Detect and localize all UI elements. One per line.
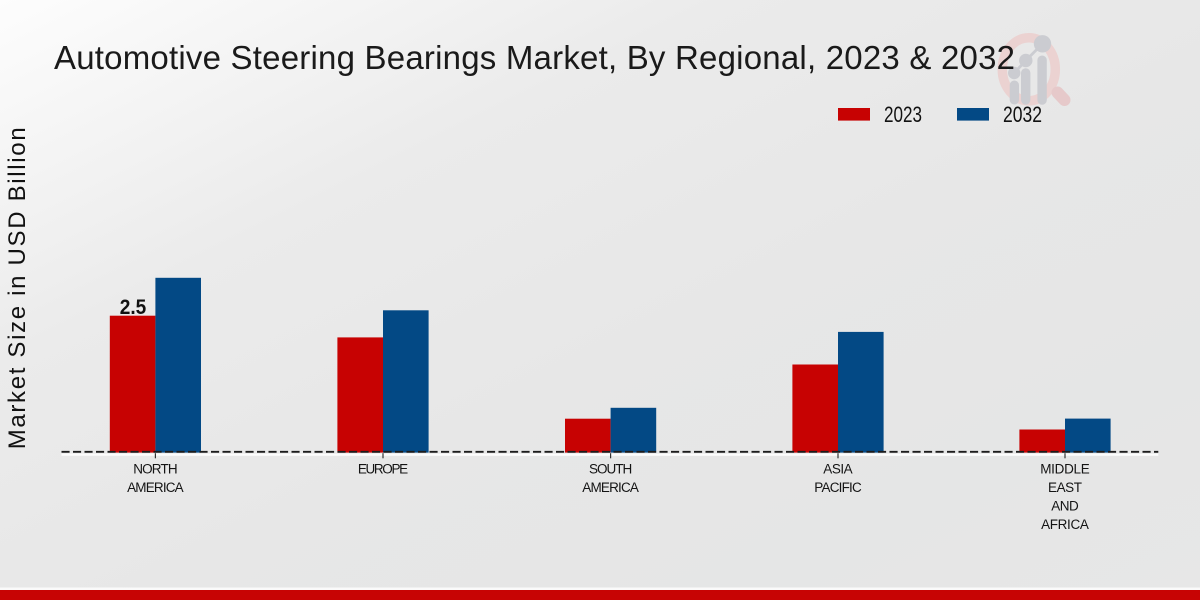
svg-text:2032: 2032 — [1003, 102, 1042, 127]
svg-text:AFRICA: AFRICA — [1041, 517, 1089, 532]
svg-text:PACIFIC: PACIFIC — [814, 480, 862, 495]
svg-text:AMERICA: AMERICA — [582, 480, 639, 495]
svg-text:2.5: 2.5 — [120, 295, 147, 319]
svg-text:MIDDLE: MIDDLE — [1040, 462, 1090, 477]
svg-text:EAST: EAST — [1048, 480, 1082, 495]
svg-text:SOUTH: SOUTH — [589, 462, 632, 477]
svg-text:NORTH: NORTH — [133, 462, 177, 477]
svg-text:ASIA: ASIA — [823, 462, 852, 477]
svg-text:AMERICA: AMERICA — [127, 480, 184, 495]
svg-text:AND: AND — [1051, 499, 1079, 514]
svg-text:Market Size in USD Billion: Market Size in USD Billion — [4, 127, 31, 449]
svg-text:Automotive Steering Bearings M: Automotive Steering Bearings Market, By … — [54, 39, 1015, 76]
svg-text:2023: 2023 — [884, 102, 922, 127]
svg-text:EUROPE: EUROPE — [358, 462, 408, 477]
